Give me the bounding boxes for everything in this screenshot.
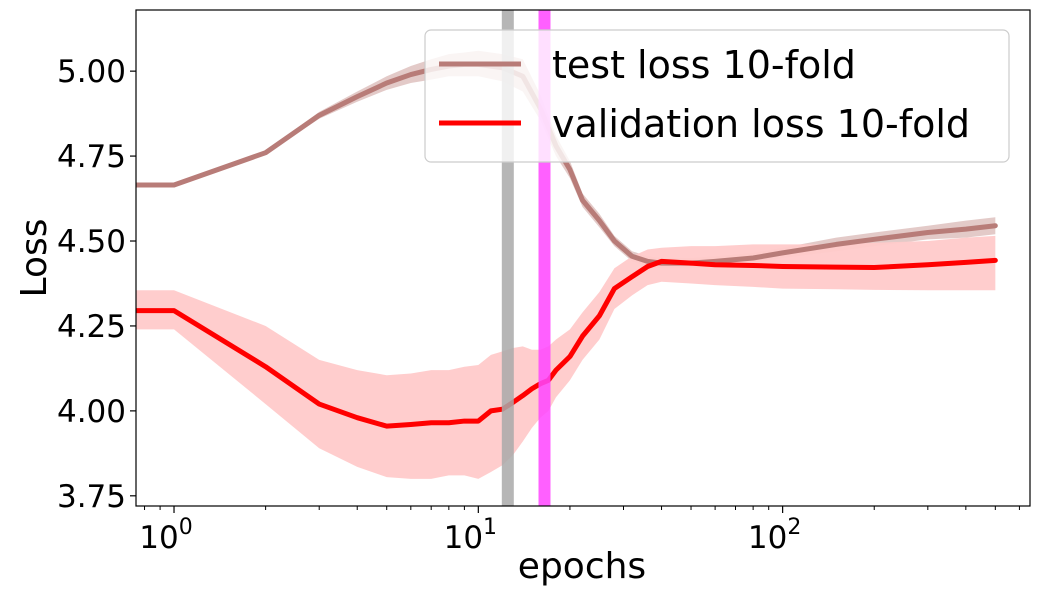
y-tick-label: 4.00	[57, 394, 126, 430]
series-line-1	[136, 61, 998, 266]
legend-label-1: test loss 10-fold	[552, 43, 856, 87]
y-tick-label: 3.75	[57, 479, 126, 515]
y-tick-label: 4.50	[57, 224, 126, 260]
x-tick-label: 102	[748, 515, 801, 556]
legend-label-2: validation loss 10-fold	[552, 102, 970, 146]
legend-box	[424, 29, 1010, 163]
y-tick-label: 4.75	[57, 139, 126, 175]
x-tick-label: 100	[139, 515, 192, 556]
x-axis-label: epochs	[518, 546, 646, 587]
plot-frame	[135, 9, 1031, 507]
y-tick-label: 4.25	[57, 309, 126, 345]
legend: test loss 10-fold validation loss 10-fold	[424, 29, 1010, 163]
y-tick-label: 5.00	[57, 54, 126, 90]
x-tick-label: 101	[444, 515, 497, 556]
y-axis-label: Loss	[14, 219, 55, 298]
